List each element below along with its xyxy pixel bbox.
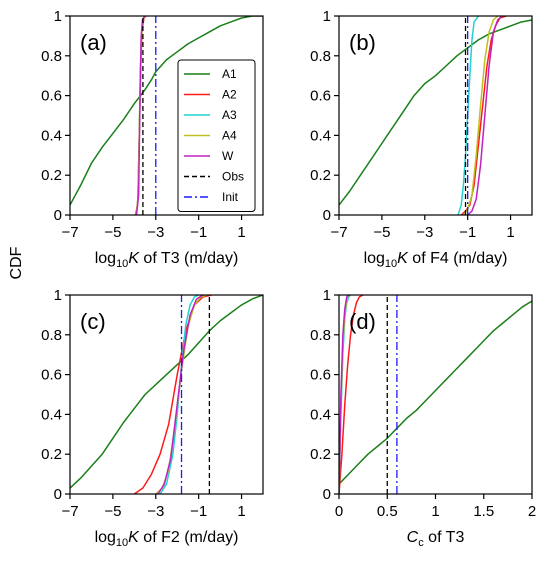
x-axis-label: log10K of F4 (m/day) (364, 250, 508, 270)
x-tick-label: 1 (237, 503, 245, 520)
y-tick-label: 1 (323, 287, 331, 304)
panel-2: −7 −5 −3 −1 1 0 0.2 0.4 0.6 0.8 1 (b) log10K of F4 (… (310, 8, 533, 270)
panel-letter: (c) (80, 309, 106, 334)
y-tick-label: 0.8 (41, 327, 62, 344)
y-tick-label: 0.4 (310, 127, 331, 144)
series-line-a4 (462, 16, 499, 215)
x-tick-label: 1.5 (473, 503, 494, 520)
y-tick-label: 0.2 (41, 167, 62, 184)
legend: A1 A2 A3 A4 W Obs Init (177, 59, 256, 212)
panels-group: −7 −5 −3 −1 1 0 0.2 0.4 0.6 0.8 1 (a) log10K of T3 (… (41, 8, 536, 549)
y-tick-label: 0.6 (41, 88, 62, 105)
legend-box (177, 59, 256, 212)
panel-4: 0 0.5 1 1.5 2 0 0.2 0.4 0.6 0.8 1 (d) Cc of T3 (310, 287, 536, 549)
x-tick-label: −1 (190, 224, 207, 241)
plot-frame (338, 15, 533, 216)
series-line-w (339, 295, 350, 494)
legend-label-a2: A2 (222, 88, 237, 102)
panel-3: −7 −5 −3 −1 1 0 0.2 0.4 0.6 0.8 1 (c) log10K of F2 (… (41, 287, 264, 549)
legend-label-w: W (222, 149, 234, 163)
y-tick-label: 0.4 (310, 406, 331, 423)
x-tick-label: −7 (330, 224, 347, 241)
x-tick-label: −3 (147, 503, 164, 520)
y-tick-label: 0.4 (41, 127, 62, 144)
x-tick-label: 1 (237, 224, 245, 241)
y-tick-label: 0 (54, 486, 62, 503)
plot-frame (69, 15, 264, 216)
legend-label-a3: A3 (222, 108, 237, 122)
y-tick-label: 0 (54, 207, 62, 224)
series-line-a1 (339, 300, 532, 485)
figure-ylabel: CDF (8, 246, 25, 279)
x-tick-label: −7 (61, 503, 78, 520)
y-tick-label: 1 (54, 8, 62, 25)
x-tick-label: 1 (506, 224, 514, 241)
y-tick-label: 0 (323, 207, 331, 224)
y-tick-label: 0.2 (41, 446, 62, 463)
y-tick-label: 0.6 (41, 367, 62, 384)
panel-letter: (d) (349, 309, 376, 334)
series-line-a1 (339, 19, 532, 206)
x-axis-label: log10K of F2 (m/day) (95, 529, 239, 549)
x-tick-label: −3 (147, 224, 164, 241)
x-tick-label: −5 (104, 503, 121, 520)
series-lines (70, 295, 263, 494)
y-tick-label: 0 (323, 486, 331, 503)
x-tick-label: −1 (459, 224, 476, 241)
series-line-a1 (70, 295, 263, 489)
series-lines (339, 16, 532, 215)
panel-letter: (a) (80, 30, 107, 55)
series-line-a2 (133, 295, 212, 494)
x-tick-label: 0 (335, 503, 343, 520)
panel-letter: (b) (349, 30, 376, 55)
y-tick-label: 0.8 (310, 327, 331, 344)
series-line-w (157, 295, 204, 494)
y-tick-label: 0.8 (41, 48, 62, 65)
series-lines (70, 16, 263, 215)
x-axis-label: log10K of T3 (m/day) (95, 250, 239, 270)
y-tick-label: 0.6 (310, 88, 331, 105)
plot-frame (69, 294, 264, 495)
x-tick-label: 0.5 (377, 503, 398, 520)
y-tick-label: 0.2 (310, 446, 331, 463)
panel-1: −7 −5 −3 −1 1 0 0.2 0.4 0.6 0.8 1 (a) log10K of T3 (… (41, 8, 264, 270)
legend-label-a1: A1 (222, 67, 237, 81)
series-line-w (467, 16, 503, 215)
x-tick-label: 1 (431, 503, 439, 520)
x-tick-label: −1 (190, 503, 207, 520)
x-tick-label: −5 (104, 224, 121, 241)
series-line-a2 (339, 295, 364, 494)
y-tick-label: 1 (54, 287, 62, 304)
x-tick-label: 2 (528, 503, 536, 520)
x-tick-label: −3 (416, 224, 433, 241)
x-tick-label: −5 (373, 224, 390, 241)
y-tick-label: 1 (323, 8, 331, 25)
x-axis-label: Cc of T3 (407, 529, 465, 549)
legend-label-obs: Obs (222, 170, 244, 184)
y-tick-label: 0.6 (310, 367, 331, 384)
y-tick-label: 0.4 (41, 406, 62, 423)
series-lines (339, 295, 532, 494)
legend-label-init: Init (222, 190, 239, 204)
y-tick-label: 0.2 (310, 167, 331, 184)
series-line-a1 (70, 16, 263, 206)
y-tick-label: 0.8 (310, 48, 331, 65)
legend-label-a4: A4 (222, 129, 237, 143)
x-tick-label: −7 (61, 224, 78, 241)
